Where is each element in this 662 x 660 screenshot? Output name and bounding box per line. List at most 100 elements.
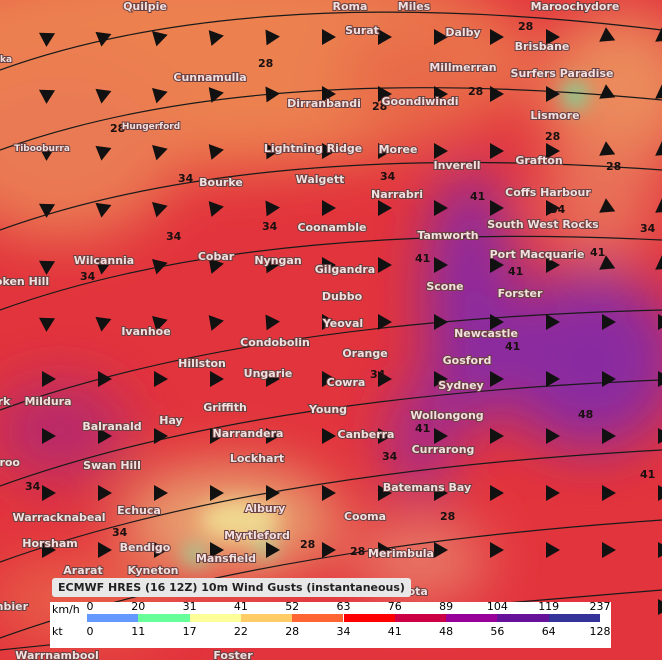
wind-arrow — [434, 29, 448, 45]
wind-arrow — [98, 542, 112, 558]
wind-arrow — [95, 31, 112, 47]
city-label: Nyngan — [254, 254, 301, 267]
wind-arrow — [655, 84, 662, 99]
colorbar-tick: 11 — [131, 625, 146, 638]
contour-label: 34 — [25, 480, 41, 493]
wind-arrow — [602, 485, 616, 501]
wind-arrow — [322, 542, 336, 558]
wind-arrow — [599, 141, 616, 156]
wind-arrow — [265, 257, 280, 274]
city-label: Mansfield — [196, 552, 256, 565]
contour-label: 28 — [258, 57, 273, 70]
wind-arrow — [322, 143, 336, 159]
wind-arrow — [490, 143, 504, 159]
wind-arrow — [546, 371, 560, 387]
wind-arrow — [546, 200, 560, 216]
wind-arrow — [378, 29, 392, 45]
streamline — [0, 379, 662, 487]
wind-arrow — [602, 371, 616, 387]
city-label: Port Macquarie — [490, 248, 585, 261]
colorbar-tick: 104 — [486, 600, 508, 613]
city-label: Narrabri — [371, 188, 423, 201]
wind-arrow — [98, 371, 112, 387]
wind-arrow — [95, 259, 112, 275]
wind-arrow — [434, 371, 448, 387]
city-label: Ivanhoe — [121, 325, 170, 338]
colorbar-swatch — [189, 614, 241, 622]
city-label: Cunnamulla — [173, 71, 246, 84]
city-label: Roma — [333, 0, 368, 13]
city-label: mbier — [0, 600, 29, 613]
colorbar-tick: 31 — [182, 600, 197, 613]
colorbar-tick: 63 — [336, 600, 351, 613]
wind-arrow — [599, 27, 616, 42]
wind-arrow — [38, 146, 56, 161]
wind-arrow — [546, 428, 560, 444]
colorbar-tick: 20 — [131, 600, 146, 613]
wind-arrow — [208, 144, 224, 160]
city-label: Orange — [342, 347, 387, 360]
wind-arrow — [434, 143, 448, 159]
city-label: Sydney — [438, 379, 483, 392]
wind-arrow — [154, 485, 168, 501]
contour-label: 34 — [550, 203, 566, 216]
colorbar-tick: 34 — [336, 625, 351, 638]
city-label: Gilgandra — [315, 263, 375, 276]
contour-label: 28 — [606, 160, 621, 173]
wind-arrow — [152, 30, 168, 47]
wind-arrow — [490, 257, 504, 273]
city-label: Griffith — [203, 401, 247, 414]
colorbar-tick: 237 — [589, 600, 611, 613]
colorbar-swatch — [87, 614, 139, 622]
city-label: Moree — [379, 143, 418, 156]
wind-arrow — [322, 86, 336, 102]
wind-arrow — [599, 84, 616, 99]
streamline — [0, 449, 662, 563]
wind-arrow — [490, 86, 504, 102]
contour-label: 41 — [590, 246, 605, 259]
contour-labels: 28 28 28 28 28 28 28 34 34 34 34 34 34 34 41 41 41 41 41 41… — [25, 20, 656, 558]
colorbar-swatch — [446, 614, 498, 622]
colorbar-tick: 0 — [86, 625, 94, 638]
wind-arrow — [154, 371, 168, 387]
contour-label: 34 — [166, 230, 182, 243]
colorbar-tick: 41 — [233, 600, 248, 613]
city-label: Warrnambool — [15, 649, 99, 660]
contour-label: 28 — [518, 20, 533, 33]
city-labels: Quilpie Roma Miles Maroochydore Surat Dalby Br… — [0, 0, 620, 660]
city-label: Inverell — [434, 159, 481, 172]
colorbar-tick: 17 — [182, 625, 197, 638]
city-label: Yeoval — [322, 317, 363, 330]
contour-label: 28 — [110, 122, 125, 135]
city-label: Gosford — [443, 354, 492, 367]
wind-arrow — [322, 428, 336, 444]
wind-arrow — [98, 428, 112, 444]
wind-arrow — [322, 29, 336, 45]
wind-arrow — [265, 29, 280, 46]
contour-label: 28 — [468, 85, 483, 98]
city-label: rk — [0, 395, 11, 408]
city-label: Dalby — [445, 26, 480, 39]
wind-arrow — [265, 86, 280, 103]
wind-arrow — [490, 29, 504, 45]
wind-arrow — [95, 202, 112, 218]
wind-arrow — [490, 314, 504, 330]
wind-arrow — [602, 542, 616, 558]
wind-arrow — [658, 599, 662, 615]
streamline — [0, 309, 662, 411]
city-label: Echuca — [117, 504, 161, 517]
city-label: Coffs Harbour — [505, 186, 591, 199]
wind-arrow — [655, 141, 662, 156]
wind-arrow — [266, 371, 280, 387]
city-label: Miles — [398, 0, 431, 13]
colorbar-swatch — [240, 614, 293, 622]
wind-arrow — [98, 485, 112, 501]
city-label: Canberra — [338, 428, 395, 441]
wind-arrow — [655, 27, 662, 42]
city-label: Maroochydore — [531, 0, 620, 13]
wind-arrow — [152, 315, 168, 332]
city-label: Foster — [213, 649, 253, 660]
wind-arrow — [599, 198, 616, 213]
contour-label: 28 — [350, 545, 365, 558]
